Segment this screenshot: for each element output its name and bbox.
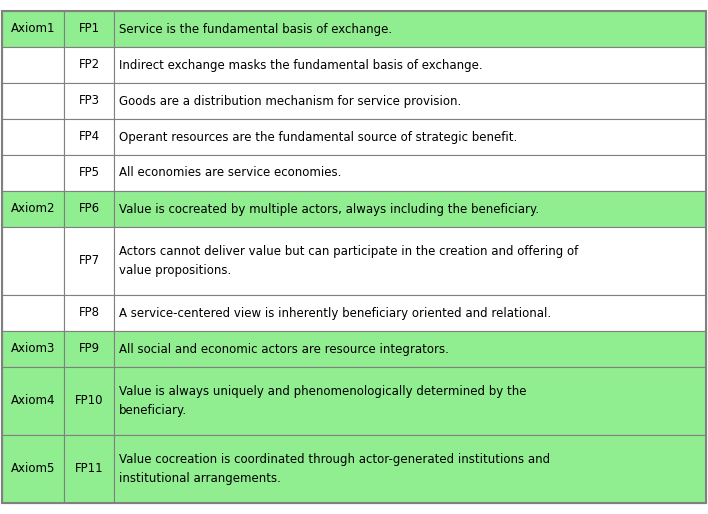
Text: Axiom3: Axiom3 — [11, 342, 55, 356]
Bar — [64, 331, 114, 367]
Text: All economies are service economies.: All economies are service economies. — [119, 167, 341, 179]
Text: Value cocreation is coordinated through actor-generated institutions and: Value cocreation is coordinated through … — [119, 453, 550, 466]
Bar — [64, 11, 114, 47]
Bar — [64, 119, 114, 155]
Text: Indirect exchange masks the fundamental basis of exchange.: Indirect exchange masks the fundamental … — [119, 59, 483, 71]
Text: FP3: FP3 — [79, 95, 100, 107]
Text: institutional arrangements.: institutional arrangements. — [119, 472, 281, 485]
Text: Axiom5: Axiom5 — [11, 463, 55, 475]
Bar — [64, 155, 114, 191]
Bar — [2, 435, 64, 503]
Bar — [64, 227, 114, 295]
Bar — [2, 47, 64, 83]
Bar — [114, 47, 706, 83]
Bar — [2, 367, 64, 435]
Text: Value is cocreated by multiple actors, always including the beneficiary.: Value is cocreated by multiple actors, a… — [119, 203, 539, 215]
Bar — [64, 83, 114, 119]
Bar — [114, 331, 706, 367]
Bar — [64, 191, 114, 227]
Bar — [64, 367, 114, 435]
Text: FP10: FP10 — [75, 395, 103, 408]
Text: FP7: FP7 — [79, 254, 100, 267]
Bar — [64, 47, 114, 83]
Bar — [2, 83, 64, 119]
Bar — [114, 155, 706, 191]
Bar — [64, 295, 114, 331]
Text: A service-centered view is inherently beneficiary oriented and relational.: A service-centered view is inherently be… — [119, 306, 551, 320]
Bar — [114, 83, 706, 119]
Bar — [114, 295, 706, 331]
Bar — [2, 227, 64, 295]
Text: FP11: FP11 — [74, 463, 103, 475]
Text: FP1: FP1 — [79, 23, 100, 35]
Text: All social and economic actors are resource integrators.: All social and economic actors are resou… — [119, 342, 449, 356]
Text: value propositions.: value propositions. — [119, 264, 232, 277]
Bar — [2, 295, 64, 331]
Text: FP4: FP4 — [79, 131, 100, 143]
Bar — [2, 331, 64, 367]
Text: Axiom4: Axiom4 — [11, 395, 55, 408]
Bar — [2, 155, 64, 191]
Text: Operant resources are the fundamental source of strategic benefit.: Operant resources are the fundamental so… — [119, 131, 518, 143]
Text: beneficiary.: beneficiary. — [119, 404, 187, 417]
Text: Actors cannot deliver value but can participate in the creation and offering of: Actors cannot deliver value but can part… — [119, 245, 578, 258]
Bar — [114, 119, 706, 155]
Text: FP6: FP6 — [79, 203, 100, 215]
Text: Axiom2: Axiom2 — [11, 203, 55, 215]
Text: FP8: FP8 — [79, 306, 100, 320]
Text: Service is the fundamental basis of exchange.: Service is the fundamental basis of exch… — [119, 23, 392, 35]
Bar — [2, 191, 64, 227]
Bar — [114, 435, 706, 503]
Text: Axiom1: Axiom1 — [11, 23, 55, 35]
Text: FP5: FP5 — [79, 167, 100, 179]
Text: FP2: FP2 — [79, 59, 100, 71]
Text: FP9: FP9 — [79, 342, 100, 356]
Bar — [114, 191, 706, 227]
Bar — [2, 11, 64, 47]
Bar — [114, 11, 706, 47]
Bar — [64, 435, 114, 503]
Bar — [114, 227, 706, 295]
Text: Value is always uniquely and phenomenologically determined by the: Value is always uniquely and phenomenolo… — [119, 385, 527, 398]
Text: Goods are a distribution mechanism for service provision.: Goods are a distribution mechanism for s… — [119, 95, 461, 107]
Bar — [2, 119, 64, 155]
Bar — [114, 367, 706, 435]
